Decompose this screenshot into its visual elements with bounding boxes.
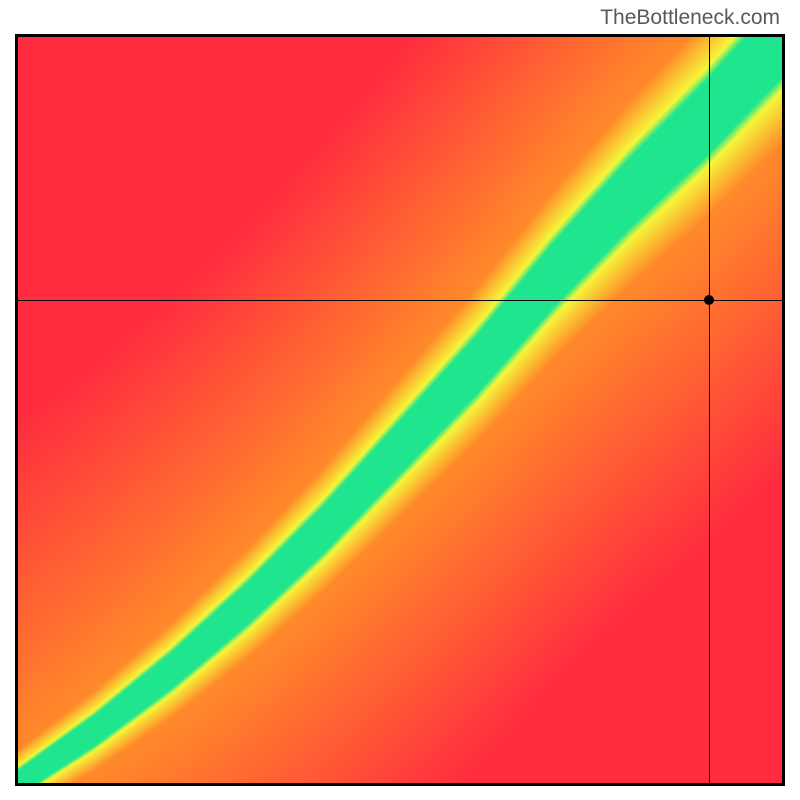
heatmap-canvas [18,37,782,783]
chart-container: TheBottleneck.com [0,0,800,800]
crosshair-vertical [709,37,710,783]
crosshair-horizontal [18,300,782,301]
attribution-text: TheBottleneck.com [600,6,780,30]
chart-frame [15,34,785,786]
marker-point [704,295,714,305]
